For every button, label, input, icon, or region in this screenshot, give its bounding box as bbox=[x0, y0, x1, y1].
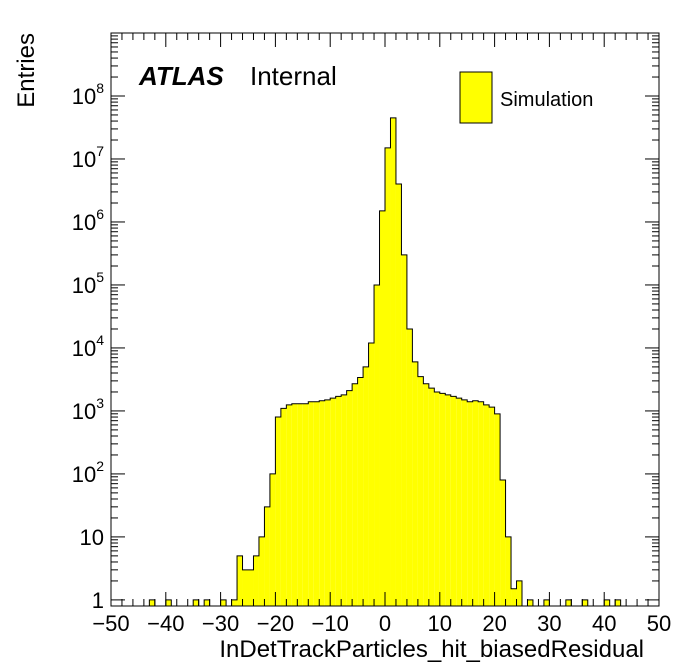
histogram-bar bbox=[363, 366, 369, 606]
histogram-bar bbox=[258, 536, 265, 606]
histogram-bar bbox=[149, 599, 155, 606]
histogram-bar bbox=[417, 376, 424, 606]
histogram-bar bbox=[297, 403, 303, 606]
histogram-bar bbox=[220, 599, 227, 606]
histogram-bar bbox=[352, 383, 358, 606]
histogram-bar bbox=[346, 390, 353, 606]
histogram-bar bbox=[445, 394, 451, 606]
histogram-bar bbox=[248, 569, 254, 606]
x-tick-label: 10 bbox=[428, 611, 452, 636]
histogram-bar bbox=[335, 396, 342, 606]
histogram-bar bbox=[280, 408, 287, 606]
histogram-bar bbox=[275, 417, 281, 606]
x-tick-label: −50 bbox=[92, 611, 129, 636]
histogram-bar bbox=[390, 117, 396, 606]
histogram-bar bbox=[330, 398, 336, 606]
y-tick-label: 1 bbox=[92, 588, 104, 613]
histogram-bar bbox=[511, 588, 517, 606]
histogram-bar bbox=[565, 599, 572, 606]
histogram-bar bbox=[582, 599, 588, 606]
histogram-bar bbox=[374, 284, 380, 606]
histogram-bar bbox=[193, 599, 199, 606]
histogram-bar bbox=[242, 569, 248, 606]
histogram-bar bbox=[423, 383, 429, 606]
status-label: Internal bbox=[250, 61, 337, 91]
histogram-bar bbox=[406, 328, 413, 606]
histogram-bar bbox=[412, 361, 418, 606]
histogram-bar bbox=[253, 555, 259, 606]
histogram-bar bbox=[313, 401, 320, 606]
histogram-bar bbox=[308, 401, 314, 606]
histogram-bar bbox=[439, 393, 446, 606]
histogram-bar bbox=[428, 388, 435, 606]
histogram-outline bbox=[148, 117, 622, 606]
histogram-bar bbox=[204, 599, 210, 606]
x-tick-label: −30 bbox=[202, 611, 239, 636]
atlas-label: ATLAS bbox=[138, 61, 224, 91]
histogram-bar bbox=[324, 399, 331, 606]
axis-ticks bbox=[110, 33, 660, 606]
y-tick-label: 107 bbox=[72, 143, 104, 172]
x-tick-label: 30 bbox=[537, 611, 561, 636]
histogram-bar bbox=[615, 599, 621, 606]
x-tick-label: 0 bbox=[379, 611, 391, 636]
histogram-bar bbox=[379, 210, 385, 607]
histogram-bar bbox=[231, 599, 238, 606]
x-tick-label: 40 bbox=[592, 611, 616, 636]
histogram-bar bbox=[165, 599, 172, 606]
x-axis-title: InDetTrackParticles_hit_biasedResidual bbox=[219, 636, 644, 663]
legend-label: Simulation bbox=[500, 89, 593, 111]
histogram-bar bbox=[237, 555, 243, 606]
histogram-bar bbox=[604, 599, 610, 606]
x-tick-label: 20 bbox=[482, 611, 506, 636]
x-tick-label: −10 bbox=[312, 611, 349, 636]
histogram-bar bbox=[489, 407, 495, 606]
histogram-bar bbox=[286, 404, 292, 606]
histogram-bar bbox=[291, 403, 298, 606]
histogram-bar bbox=[456, 398, 462, 606]
histogram-bar bbox=[494, 413, 501, 606]
histogram-bar bbox=[543, 599, 550, 606]
y-tick-label: 10 bbox=[80, 525, 104, 550]
histogram-bar bbox=[401, 254, 407, 606]
x-tick-label: −40 bbox=[147, 611, 184, 636]
histogram-bar bbox=[478, 401, 484, 606]
histogram-bar bbox=[500, 480, 506, 606]
histogram-bar bbox=[385, 147, 391, 606]
histogram-bar bbox=[527, 599, 533, 606]
histogram-bar bbox=[341, 394, 347, 606]
histogram-bar bbox=[472, 400, 479, 606]
x-tick-label: 50 bbox=[647, 611, 671, 636]
histogram-bar bbox=[368, 342, 375, 606]
histogram-bar bbox=[264, 506, 270, 606]
histogram-bar bbox=[505, 536, 512, 606]
histogram-bar bbox=[357, 377, 364, 606]
histogram-bar bbox=[516, 580, 522, 606]
y-axis-title: Entries bbox=[13, 33, 40, 108]
histogram-bar bbox=[269, 473, 276, 606]
histogram-bar bbox=[450, 396, 457, 606]
histogram-bar bbox=[483, 404, 490, 606]
histogram-bars bbox=[148, 117, 622, 607]
x-tick-labels: −50 −40 −30 −20 −10 0 10 20 30 40 50 bbox=[92, 611, 671, 636]
legend-swatch bbox=[459, 71, 493, 124]
histogram-bar bbox=[302, 403, 309, 606]
x-tick-label: −20 bbox=[257, 611, 294, 636]
histogram-bar bbox=[461, 399, 468, 606]
histogram-bar bbox=[395, 184, 402, 606]
histogram-bar bbox=[319, 400, 325, 606]
plot-frame bbox=[110, 32, 660, 607]
histogram-bar bbox=[467, 401, 473, 606]
histogram-bar bbox=[434, 391, 440, 606]
